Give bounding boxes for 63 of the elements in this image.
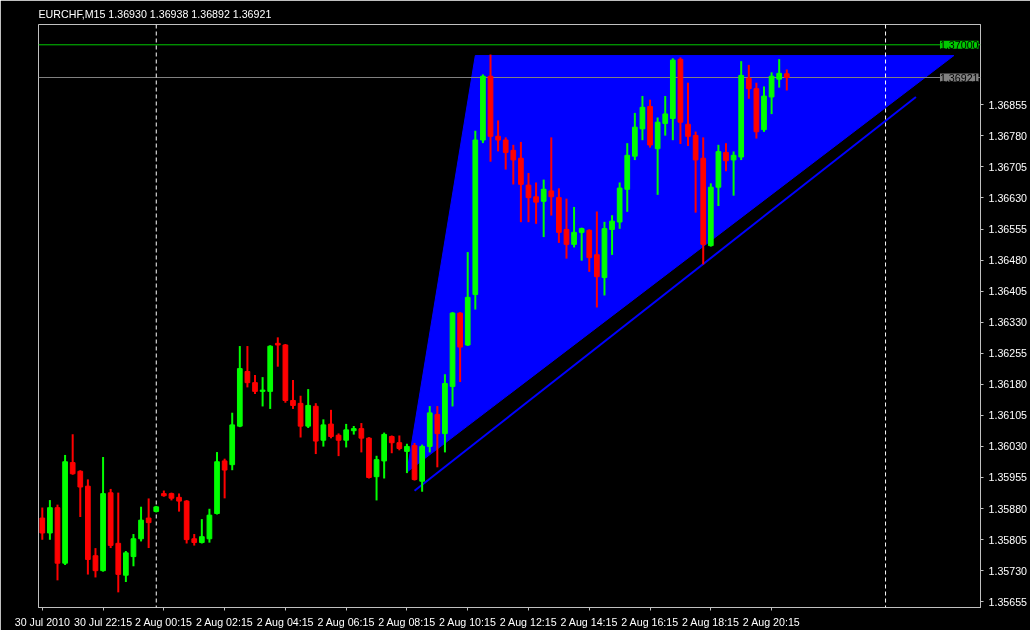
x-tick-label: 2 Aug 00:15	[135, 615, 193, 628]
y-tick-label: 1.36255	[988, 347, 1028, 360]
x-tick-label: 2 Aug 14:15	[560, 615, 618, 628]
candlestick	[783, 69, 790, 91]
y-tick-label: 1.36555	[988, 223, 1028, 236]
chart-title: EURCHF,M15 1.36930 1.36938 1.36892 1.36921	[38, 7, 272, 20]
candlestick	[297, 395, 304, 438]
candlestick	[138, 506, 144, 542]
candlestick	[525, 172, 532, 223]
candlestick	[594, 211, 600, 308]
x-tick-label: 2 Aug 18:15	[682, 615, 740, 628]
candlestick	[495, 120, 501, 152]
candlestick	[221, 458, 228, 499]
candlestick	[548, 137, 555, 216]
ref-line-label: 1.37000	[939, 38, 979, 51]
candlestick	[571, 206, 577, 248]
candlestick	[320, 419, 327, 447]
x-tick-label: 30 Jul 2010	[14, 615, 70, 628]
candlestick	[305, 389, 312, 428]
candlestick	[434, 406, 441, 468]
candlestick	[343, 423, 350, 448]
y-tick-label: 1.36780	[988, 129, 1028, 142]
y-tick-label: 1.36480	[988, 254, 1028, 267]
y-tick-label: 1.36105	[988, 409, 1028, 422]
candlestick	[328, 409, 334, 439]
candlestick	[290, 380, 296, 409]
x-tick-label: 2 Aug 10:15	[438, 615, 496, 628]
candlestick	[404, 443, 410, 474]
candlestick	[335, 433, 342, 457]
y-tick-label: 1.36330	[988, 316, 1028, 329]
candlestick	[578, 227, 585, 261]
y-tick-label: 1.36405	[988, 285, 1028, 298]
y-tick-label: 1.36705	[988, 160, 1028, 173]
y-tick-label: 1.35955	[988, 471, 1028, 484]
y-tick-label: 1.35730	[988, 564, 1028, 577]
candlestick	[723, 143, 729, 172]
candlestick	[39, 507, 46, 540]
x-tick-label: 2 Aug 04:15	[256, 615, 314, 628]
x-tick-label: 2 Aug 08:15	[378, 615, 436, 628]
y-tick-label: 1.36855	[988, 98, 1028, 111]
x-tick-label: 30 Jul 22:15	[74, 615, 133, 628]
y-tick-label: 1.36030	[988, 440, 1028, 453]
y-tick-label: 1.36630	[988, 191, 1028, 204]
y-tick-label: 1.35880	[988, 502, 1028, 515]
candlestick	[274, 337, 281, 367]
y-tick-label: 1.35805	[988, 533, 1028, 546]
candlestick	[358, 423, 365, 453]
candlestick	[609, 215, 615, 255]
ref-line-label: 1.36921	[939, 71, 979, 84]
x-tick-label: 2 Aug 02:15	[195, 615, 253, 628]
x-tick-label: 2 Aug 06:15	[317, 615, 375, 628]
candlestick	[244, 346, 251, 388]
x-tick-label: 2 Aug 16:15	[621, 615, 679, 628]
candlestick	[745, 64, 752, 99]
x-tick-label: 2 Aug 12:15	[499, 615, 557, 628]
y-tick-label: 1.36180	[988, 378, 1028, 391]
x-tick-label: 2 Aug 20:15	[742, 615, 800, 628]
candlestick	[685, 82, 691, 146]
candlestick	[533, 182, 539, 224]
candlestick	[350, 425, 357, 435]
candlestick	[540, 179, 547, 238]
candlestick	[145, 498, 152, 549]
y-tick-label: 1.35655	[988, 595, 1028, 608]
